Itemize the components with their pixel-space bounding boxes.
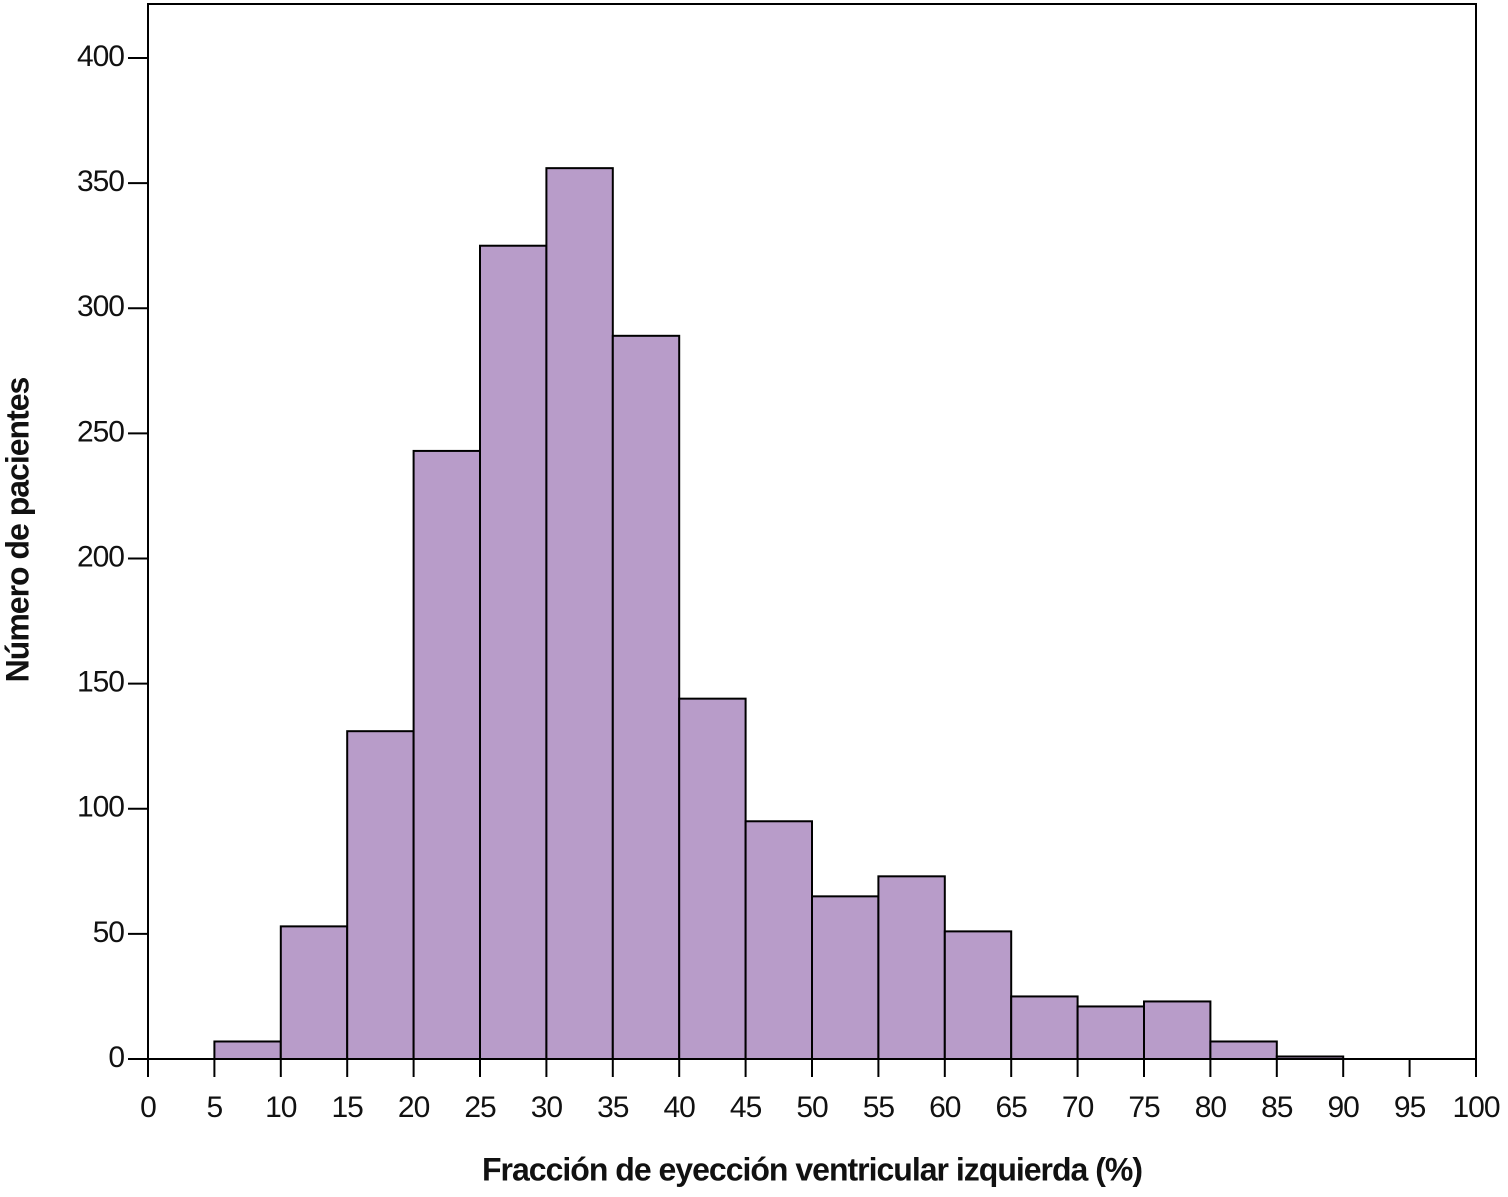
- bar: [611, 334, 681, 1060]
- y-tick-label: 350: [77, 165, 124, 198]
- x-tick-label: 5: [207, 1091, 223, 1124]
- y-tick-label: 150: [77, 666, 124, 699]
- y-axis-label: Número de pacientes: [0, 377, 35, 682]
- bar: [877, 875, 946, 1060]
- bar: [943, 930, 1013, 1061]
- y-tick-label: 100: [77, 791, 124, 824]
- bar: [1143, 1000, 1212, 1061]
- bar: [479, 244, 548, 1060]
- bar: [811, 895, 880, 1060]
- x-tick-label: 20: [398, 1091, 430, 1124]
- x-tick-label: 65: [996, 1091, 1028, 1124]
- x-tick-label: 50: [796, 1091, 828, 1124]
- x-tick-label: 90: [1328, 1091, 1360, 1124]
- x-tick-label: 30: [531, 1091, 563, 1124]
- x-tick-label: 40: [664, 1091, 696, 1124]
- bar: [213, 1040, 282, 1060]
- x-tick-label: 55: [863, 1091, 895, 1124]
- x-tick-label: 80: [1195, 1091, 1227, 1124]
- bar: [279, 925, 349, 1060]
- bar: [412, 449, 482, 1060]
- x-tick-label: 15: [332, 1091, 364, 1124]
- x-tick-label: 10: [265, 1091, 297, 1124]
- bar: [1076, 1005, 1145, 1061]
- y-tick-label: 50: [93, 916, 125, 949]
- y-tick-label: 0: [108, 1041, 124, 1074]
- y-tick-label: 250: [77, 415, 124, 448]
- x-tick-label: 60: [929, 1091, 961, 1124]
- bar: [1209, 1040, 1278, 1060]
- x-tick-label: 70: [1062, 1091, 1094, 1124]
- x-tick-label: 0: [140, 1091, 156, 1124]
- y-tick-label: 400: [77, 40, 124, 73]
- bar: [1010, 995, 1079, 1061]
- y-tick-label: 200: [77, 540, 124, 573]
- bar: [744, 820, 813, 1060]
- x-tick-label: 25: [464, 1091, 496, 1124]
- y-tick-label: 300: [77, 290, 124, 323]
- x-tick-label: 75: [1128, 1091, 1160, 1124]
- x-tick-label: 35: [597, 1091, 629, 1124]
- x-tick-label: 85: [1261, 1091, 1293, 1124]
- x-axis-label: Fracción de eyección ventricular izquier…: [482, 1151, 1142, 1187]
- x-tick-label: 45: [730, 1091, 762, 1124]
- x-tick-label: 100: [1452, 1091, 1499, 1124]
- bar: [545, 167, 614, 1060]
- bar: [346, 730, 415, 1060]
- x-tick-label: 95: [1394, 1091, 1426, 1124]
- bar: [678, 697, 747, 1061]
